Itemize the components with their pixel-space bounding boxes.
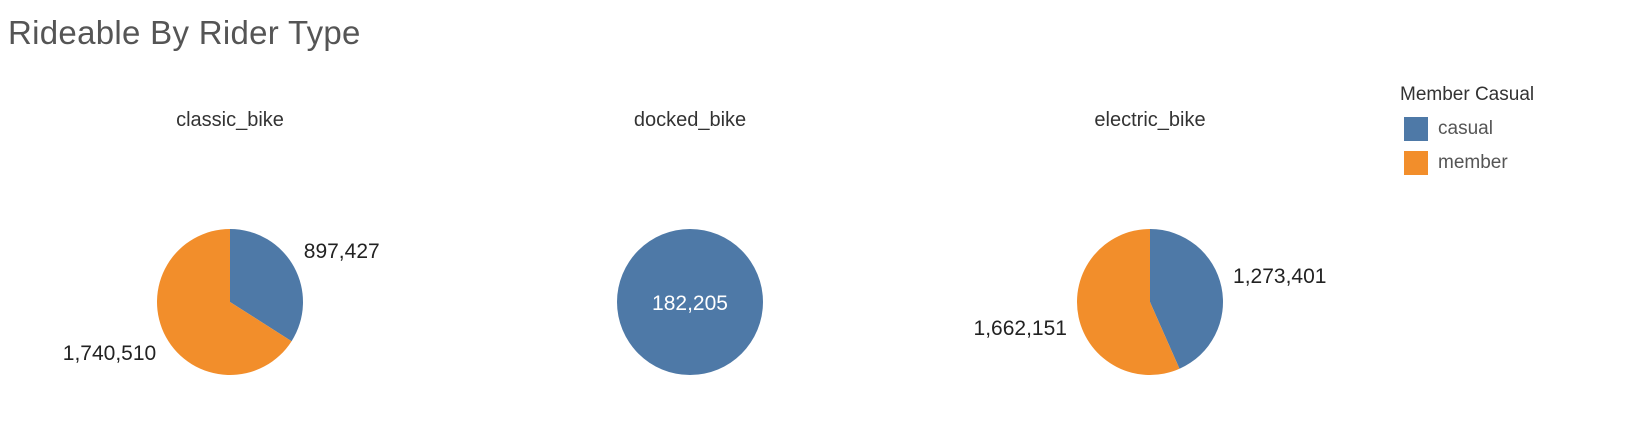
- pie-title-classic-bike: classic_bike: [176, 109, 284, 131]
- legend-label-casual: casual: [1438, 118, 1493, 139]
- pie-title-docked-bike: docked_bike: [634, 109, 746, 131]
- legend: Member Casual casual member: [1400, 84, 1534, 180]
- pie-slice-docked-bike-casual[interactable]: [617, 229, 763, 375]
- legend-item-casual[interactable]: casual: [1400, 112, 1534, 146]
- legend-swatch-casual: [1404, 117, 1428, 141]
- pie-title-electric-bike: electric_bike: [1094, 109, 1205, 131]
- data-label-electric-bike-casual: 1,273,401: [1233, 265, 1326, 288]
- data-label-electric-bike-member: 1,662,151: [974, 317, 1067, 340]
- legend-title: Member Casual: [1400, 84, 1535, 105]
- pie-slice-electric-bike-member[interactable]: [1077, 229, 1180, 375]
- pie-slice-electric-bike-casual[interactable]: [1150, 229, 1223, 369]
- legend-swatch-member: [1404, 151, 1428, 175]
- pie-slice-classic-bike-member[interactable]: [156, 229, 292, 375]
- page-title: Rideable By Rider Type: [8, 14, 361, 51]
- legend-label-member: member: [1438, 152, 1508, 173]
- data-label-docked-bike-casual: 182,205: [652, 292, 728, 315]
- data-label-classic-bike-member: 1,740,510: [63, 342, 156, 365]
- data-label-classic-bike-casual: 897,427: [304, 240, 380, 263]
- legend-item-member[interactable]: member: [1400, 146, 1534, 180]
- pie-slice-classic-bike-casual[interactable]: [230, 229, 304, 342]
